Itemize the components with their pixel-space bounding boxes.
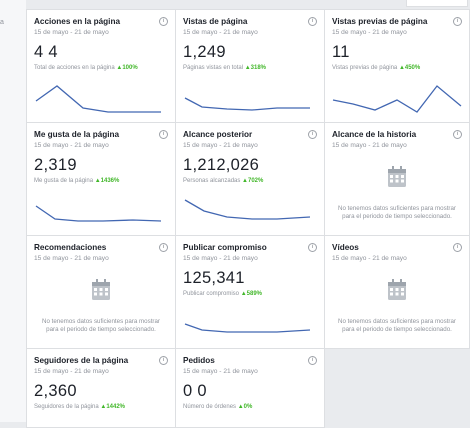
card-recommendations[interactable]: Recomendaciones i 15 de mayo - 21 de may… [26, 235, 176, 349]
sidebar-fragment: a [0, 19, 4, 26]
card-date: 15 de mayo - 21 de mayo [332, 142, 407, 149]
card-subtitle: Total de acciones en la página ▲100% [34, 65, 138, 71]
card-date: 15 de mayo - 21 de mayo [34, 29, 109, 36]
card-title: Seguidores de la página [34, 356, 129, 365]
calendar-icon [388, 166, 406, 187]
change-percent: ▲318% [244, 65, 267, 71]
info-icon[interactable]: i [159, 356, 168, 365]
top-tab-fragment [406, 0, 468, 7]
card-title: Alcance de la historia [332, 130, 417, 139]
card-story-reach[interactable]: Alcance de la historia i 15 de mayo - 21… [324, 122, 470, 236]
card-subtitle: Páginas vistas en total ▲318% [183, 65, 266, 71]
card-title: Pedidos [183, 356, 215, 365]
card-page-followers[interactable]: Seguidores de la página i 15 de mayo - 2… [26, 348, 176, 428]
card-subtitle: Publicar compromiso ▲589% [183, 291, 262, 297]
calendar-icon [92, 279, 110, 300]
top-bar [26, 0, 470, 8]
info-icon[interactable]: i [159, 243, 168, 252]
card-date: 15 de mayo - 21 de mayo [183, 368, 258, 375]
change-percent: ▲1442% [100, 404, 126, 410]
info-icon[interactable]: i [308, 243, 317, 252]
card-value: 0 0 [183, 382, 207, 400]
card-subtitle: Número de órdenes ▲0% [183, 404, 252, 410]
card-value: 1,249 [183, 43, 226, 61]
card-date: 15 de mayo - 21 de mayo [183, 255, 258, 262]
sparkline-chart [184, 97, 310, 111]
info-icon[interactable]: i [159, 17, 168, 26]
sparkline [332, 85, 462, 113]
info-icon[interactable]: i [308, 130, 317, 139]
sparkline [35, 205, 162, 222]
card-date: 15 de mayo - 21 de mayo [34, 368, 109, 375]
sparkline-chart [35, 85, 161, 113]
card-value: 11 [332, 43, 350, 61]
info-icon[interactable]: i [453, 17, 462, 26]
change-percent: ▲450% [398, 65, 421, 71]
info-icon[interactable]: i [453, 130, 462, 139]
card-title: Vistas previas de página [332, 17, 428, 26]
card-title: Alcance posterior [183, 130, 253, 139]
card-subtitle: Me gusta de la página ▲1436% [34, 178, 119, 184]
card-value: 2,319 [34, 156, 77, 174]
change-percent: ▲702% [242, 178, 264, 184]
change-percent: ▲1436% [94, 178, 120, 184]
card-subtitle: Seguidores de la página ▲1442% [34, 404, 125, 410]
subtitle-text: Páginas vistas en total [183, 65, 244, 71]
subtitle-text: Publicar compromiso [183, 291, 240, 297]
card-page-views[interactable]: Vistas de página i 15 de mayo - 21 de ma… [175, 9, 325, 123]
card-date: 15 de mayo - 21 de mayo [34, 255, 109, 262]
card-title: Vistas de página [183, 17, 248, 26]
card-post-reach[interactable]: Alcance posterior i 15 de mayo - 21 de m… [175, 122, 325, 236]
card-title: Me gusta de la página [34, 130, 120, 139]
sparkline-chart [332, 85, 462, 113]
change-percent: ▲0% [237, 404, 253, 410]
sparkline-chart [184, 323, 311, 333]
subtitle-text: Número de órdenes [183, 404, 237, 410]
card-subtitle: Vistas previas de página ▲450% [332, 65, 420, 71]
card-title: Publicar compromiso [183, 243, 267, 252]
card-videos[interactable]: Vídeos i 15 de mayo - 21 de mayo No tene… [324, 235, 470, 349]
change-percent: ▲100% [116, 65, 138, 71]
card-subtitle: Personas alcanzadas ▲702% [183, 178, 263, 184]
card-page-actions[interactable]: Acciones en la página i 15 de mayo - 21 … [26, 9, 176, 123]
info-icon[interactable]: i [159, 130, 168, 139]
subtitle-text: Personas alcanzadas [183, 178, 241, 184]
sparkline [184, 97, 310, 111]
sparkline [35, 85, 161, 113]
card-title: Acciones en la página [34, 17, 120, 26]
card-post-engagement[interactable]: Publicar compromiso i 15 de mayo - 21 de… [175, 235, 325, 349]
sparkline-chart [35, 205, 162, 222]
info-icon[interactable]: i [453, 243, 462, 252]
card-date: 15 de mayo - 21 de mayo [34, 142, 109, 149]
card-value: 2,360 [34, 382, 77, 400]
change-percent: ▲589% [240, 291, 262, 297]
calendar-icon [388, 279, 406, 300]
sparkline [184, 199, 311, 220]
card-page-previews[interactable]: Vistas previas de página i 15 de mayo - … [324, 9, 470, 123]
card-title: Recomendaciones [34, 243, 107, 252]
empty-state-message: No tenemos datos suficientes para mostra… [338, 205, 456, 220]
card-value: 4 4 [34, 43, 58, 61]
subtitle-text: Me gusta de la página [34, 178, 94, 184]
card-value: 125,341 [183, 269, 245, 287]
info-icon[interactable]: i [308, 17, 317, 26]
sparkline [184, 323, 311, 333]
card-orders[interactable]: Pedidos i 15 de mayo - 21 de mayo 0 0 Nú… [175, 348, 325, 428]
subtitle-text: Seguidores de la página [34, 404, 99, 410]
info-icon[interactable]: i [308, 356, 317, 365]
card-date: 15 de mayo - 21 de mayo [183, 29, 258, 36]
card-date: 15 de mayo - 21 de mayo [183, 142, 258, 149]
empty-state-message: No tenemos datos suficientes para mostra… [42, 318, 160, 333]
card-value: 1,212,026 [183, 156, 260, 174]
subtitle-text: Total de acciones en la página [34, 65, 115, 71]
sparkline-chart [184, 199, 311, 220]
card-title: Vídeos [332, 243, 359, 252]
card-date: 15 de mayo - 21 de mayo [332, 255, 407, 262]
empty-state-message: No tenemos datos suficientes para mostra… [338, 318, 456, 333]
left-sidebar: a [0, 0, 26, 422]
card-date: 15 de mayo - 21 de mayo [332, 29, 407, 36]
subtitle-text: Vistas previas de página [332, 65, 398, 71]
card-page-likes[interactable]: Me gusta de la página i 15 de mayo - 21 … [26, 122, 176, 236]
